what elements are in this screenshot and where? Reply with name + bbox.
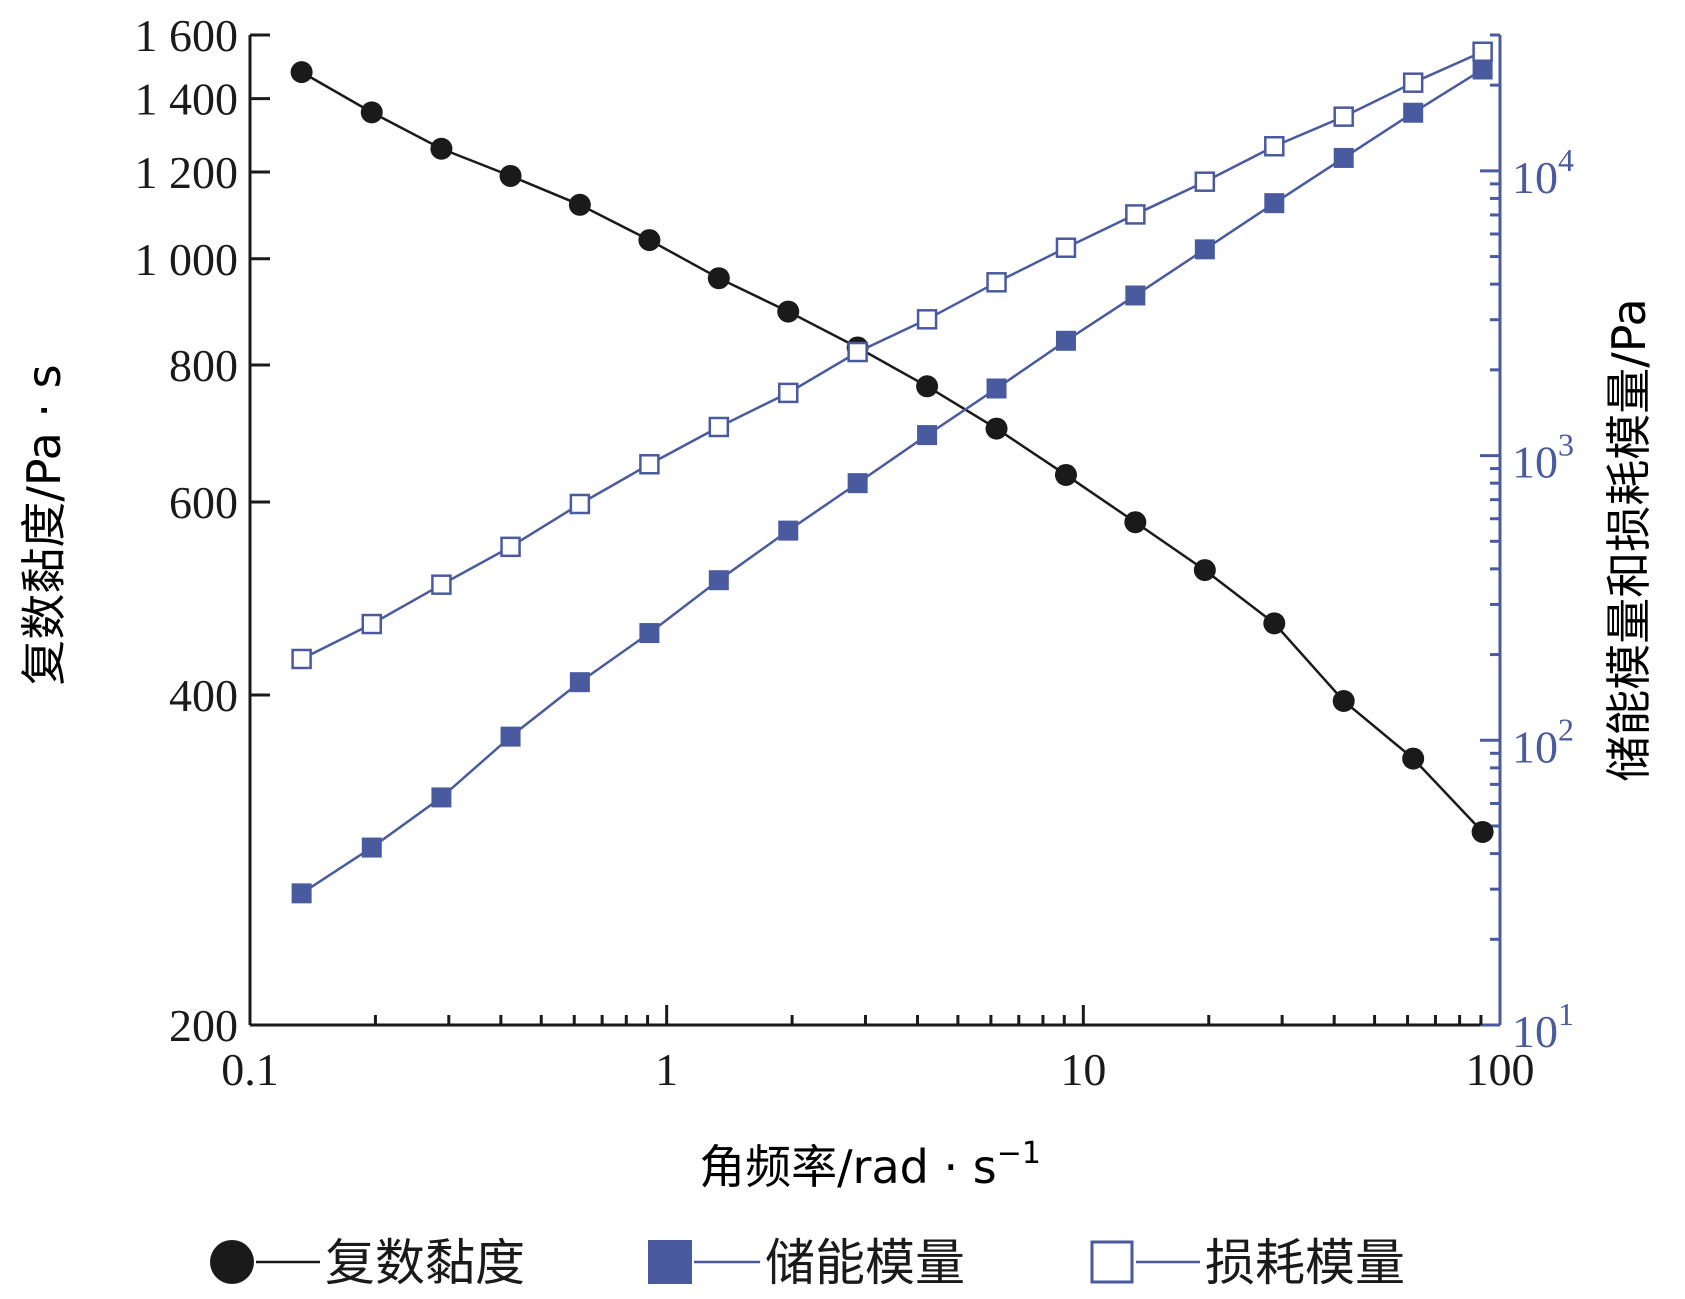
data-point bbox=[291, 883, 312, 904]
data-point bbox=[290, 61, 313, 84]
data-point bbox=[1333, 147, 1354, 168]
legend-marker bbox=[648, 1240, 692, 1284]
left-axis-ticks: 200 400 600 800 1 000 1 200 1 400 1 600 bbox=[135, 10, 270, 1051]
data-point bbox=[569, 493, 591, 515]
data-point bbox=[1332, 689, 1355, 712]
data-point bbox=[431, 574, 452, 595]
left-tick-label: 400 bbox=[169, 670, 238, 721]
series-layer bbox=[290, 41, 1494, 904]
series-line bbox=[301, 50, 1484, 661]
data-point bbox=[639, 623, 660, 644]
right-tick-label: 103 bbox=[1512, 427, 1574, 488]
data-point bbox=[360, 101, 383, 124]
left-tick-label: 1 400 bbox=[135, 74, 239, 125]
right-tick-label: 101 bbox=[1512, 996, 1574, 1057]
data-point bbox=[708, 416, 730, 438]
data-point bbox=[777, 300, 800, 323]
y-axis-left-title: 复数黏度/Pa · s bbox=[17, 364, 71, 685]
x-tick-label: 1 bbox=[655, 1044, 678, 1095]
data-point bbox=[986, 272, 1007, 293]
data-point bbox=[1264, 193, 1285, 214]
left-tick-label: 600 bbox=[169, 477, 238, 528]
legend-item-0: 复数黏度 bbox=[210, 1234, 525, 1292]
x-tick-label: 100 bbox=[1466, 1044, 1535, 1095]
data-point bbox=[986, 378, 1007, 399]
data-point bbox=[707, 267, 730, 290]
left-tick-label: 200 bbox=[169, 1000, 238, 1051]
x-tick-label: 10 bbox=[1060, 1044, 1106, 1095]
legend-marker bbox=[210, 1240, 254, 1284]
legend-marker bbox=[1090, 1240, 1134, 1284]
right-tick-label: 104 bbox=[1512, 142, 1574, 203]
left-tick-label: 1 000 bbox=[135, 234, 239, 285]
y-axis-right-title: 储能模量和损耗模量/Pa bbox=[1602, 298, 1656, 781]
right-axis-ticks: 101 102 103 104 bbox=[1480, 33, 1574, 1057]
data-point bbox=[916, 309, 938, 330]
x-tick-label: 0.1 bbox=[221, 1044, 279, 1095]
legend: 复数黏度 储能模量 损耗模量 bbox=[210, 1234, 1405, 1292]
data-point bbox=[1125, 204, 1146, 225]
data-point bbox=[361, 613, 383, 635]
data-point bbox=[847, 473, 868, 494]
data-point bbox=[1055, 330, 1076, 351]
data-point bbox=[568, 193, 591, 216]
legend-item-2: 损耗模量 bbox=[1090, 1234, 1405, 1292]
data-point bbox=[985, 417, 1008, 440]
series-2 bbox=[291, 41, 1493, 670]
data-point bbox=[361, 837, 382, 858]
series-line bbox=[300, 71, 1484, 833]
left-tick-label: 1 200 bbox=[135, 147, 239, 198]
data-point bbox=[431, 787, 452, 808]
data-point bbox=[1471, 820, 1494, 843]
data-point bbox=[1472, 59, 1493, 80]
data-point bbox=[639, 454, 660, 475]
series-1 bbox=[291, 59, 1493, 904]
data-point bbox=[1472, 41, 1493, 62]
data-point bbox=[917, 425, 938, 446]
x-axis-title: 角频率/rad · s−1 bbox=[699, 1136, 1041, 1194]
left-tick-label: 1 600 bbox=[135, 10, 239, 61]
data-point bbox=[1055, 237, 1077, 258]
data-point bbox=[847, 341, 868, 363]
data-point bbox=[1054, 463, 1077, 486]
data-point bbox=[1333, 106, 1354, 127]
data-point bbox=[1124, 511, 1147, 534]
data-point bbox=[1402, 747, 1425, 770]
data-point bbox=[778, 520, 799, 541]
plot-frame bbox=[248, 35, 1502, 1027]
series-line bbox=[300, 68, 1484, 895]
data-point bbox=[1194, 171, 1216, 192]
data-point bbox=[500, 536, 521, 558]
legend-label: 复数黏度 bbox=[325, 1234, 525, 1292]
legend-label: 储能模量 bbox=[765, 1234, 965, 1292]
data-point bbox=[1194, 239, 1215, 260]
data-point bbox=[1264, 136, 1285, 157]
data-point bbox=[569, 672, 590, 693]
data-point bbox=[1263, 612, 1286, 635]
legend-label: 损耗模量 bbox=[1205, 1234, 1405, 1292]
data-point bbox=[499, 164, 522, 187]
bottom-axis-ticks: 0.1 1 10 100 bbox=[221, 1005, 1535, 1095]
data-point bbox=[430, 137, 453, 160]
left-tick-label: 800 bbox=[169, 340, 238, 391]
data-point bbox=[1402, 72, 1424, 93]
data-point bbox=[638, 229, 661, 252]
legend-item-1: 储能模量 bbox=[648, 1234, 965, 1292]
right-tick-label: 102 bbox=[1512, 711, 1574, 772]
data-point bbox=[1403, 102, 1424, 123]
data-point bbox=[291, 648, 312, 670]
data-point bbox=[708, 570, 729, 591]
data-point bbox=[1193, 559, 1216, 582]
data-point bbox=[500, 726, 521, 747]
data-point bbox=[778, 382, 799, 404]
data-point bbox=[1125, 285, 1146, 306]
data-point bbox=[916, 375, 939, 398]
